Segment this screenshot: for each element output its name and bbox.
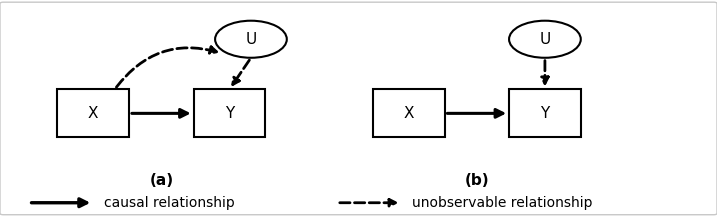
Text: Y: Y	[225, 106, 234, 121]
FancyBboxPatch shape	[509, 89, 581, 137]
Text: unobservable relationship: unobservable relationship	[412, 196, 593, 210]
FancyBboxPatch shape	[194, 89, 265, 137]
Text: U: U	[245, 32, 257, 47]
Text: U: U	[539, 32, 551, 47]
Ellipse shape	[215, 21, 287, 58]
Text: X: X	[88, 106, 98, 121]
Text: Y: Y	[541, 106, 549, 121]
Text: X: X	[404, 106, 414, 121]
Text: (a): (a)	[149, 174, 174, 188]
Text: (b): (b)	[465, 174, 489, 188]
FancyBboxPatch shape	[57, 89, 129, 137]
FancyBboxPatch shape	[373, 89, 445, 137]
Text: causal relationship: causal relationship	[104, 196, 234, 210]
Ellipse shape	[509, 21, 581, 58]
